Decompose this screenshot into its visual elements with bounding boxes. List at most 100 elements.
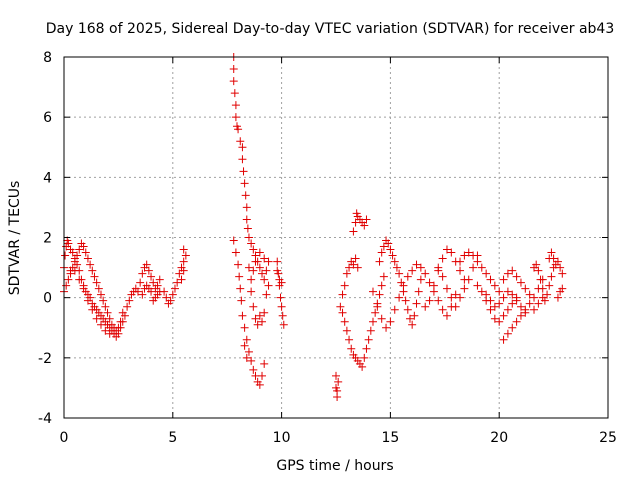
data-point [377, 314, 386, 323]
data-point [521, 305, 530, 314]
data-point [362, 215, 371, 224]
data-point [68, 248, 77, 257]
data-point [495, 287, 504, 296]
data-point [238, 155, 247, 164]
data-point [530, 293, 539, 302]
data-point [278, 311, 287, 320]
axis-ticks: 0 5 10 15 20 25 -4 -2 0 2 4 6 8 [38, 50, 617, 446]
data-point [255, 311, 264, 320]
data-point [456, 257, 465, 266]
data-point [412, 299, 421, 308]
data-point [118, 308, 127, 317]
data-point [425, 296, 434, 305]
data-point [236, 137, 245, 146]
data-point [338, 308, 347, 317]
y-tick-label: 4 [43, 170, 52, 186]
data-point [366, 326, 375, 335]
data-point [503, 305, 512, 314]
chart-title: Day 168 of 2025, Sidereal Day-to-day VTE… [46, 21, 615, 37]
data-point [96, 290, 105, 299]
data-point [442, 284, 451, 293]
data-point [70, 266, 79, 275]
data-point [558, 284, 567, 293]
data-point [516, 302, 525, 311]
data-point [386, 245, 395, 254]
data-point [99, 296, 108, 305]
data-point [368, 317, 377, 326]
data-point [438, 254, 447, 263]
data-point [473, 257, 482, 266]
data-point [242, 335, 251, 344]
data-point [88, 305, 97, 314]
data-point [410, 311, 419, 320]
data-point [75, 275, 84, 284]
x-axis-label: GPS time / hours [276, 458, 393, 474]
data-point [258, 269, 267, 278]
data-point [401, 296, 410, 305]
data-point [438, 305, 447, 314]
data-point [249, 245, 258, 254]
data-point [332, 371, 340, 380]
data-point [88, 266, 97, 275]
data-point [253, 320, 262, 329]
data-point [503, 269, 512, 278]
data-point [96, 320, 105, 329]
data-point [244, 233, 253, 242]
data-point [434, 263, 443, 272]
data-point [508, 290, 517, 299]
data-point [247, 275, 256, 284]
data-point [160, 287, 169, 296]
data-point [242, 203, 251, 212]
data-point [547, 272, 556, 281]
data-point [421, 302, 430, 311]
data-point [540, 296, 549, 305]
data-point [75, 245, 84, 254]
data-point [239, 167, 248, 176]
data-point [125, 296, 134, 305]
data-point [229, 236, 238, 245]
data-point [477, 263, 486, 272]
data-point [333, 386, 342, 395]
data-point [240, 179, 249, 188]
data-point [405, 314, 414, 323]
data-point [447, 293, 456, 302]
data-point [379, 242, 388, 251]
data-point [416, 275, 425, 284]
data-point [262, 290, 271, 299]
data-point [429, 281, 438, 290]
data-point [486, 296, 495, 305]
y-tick-label: 2 [43, 231, 52, 247]
x-tick-label: 5 [168, 430, 177, 446]
data-point [105, 329, 114, 338]
data-point [375, 257, 384, 266]
data-point [243, 224, 252, 233]
data-point [534, 266, 543, 275]
data-point [262, 266, 271, 275]
data-point [242, 215, 251, 224]
data-point [558, 269, 567, 278]
data-point [473, 281, 482, 290]
data-point [234, 260, 243, 269]
data-point [477, 287, 486, 296]
data-point [179, 266, 188, 275]
data-point [456, 293, 465, 302]
data-point [258, 317, 267, 326]
data-point [556, 263, 565, 272]
data-point [240, 323, 249, 332]
data-point [138, 269, 147, 278]
data-point [403, 305, 412, 314]
data-point [116, 317, 125, 326]
data-point [144, 266, 153, 275]
data-point [229, 77, 238, 86]
data-point [368, 287, 377, 296]
data-point [499, 275, 508, 284]
data-point [377, 248, 386, 257]
data-point [508, 299, 517, 308]
data-point [395, 269, 404, 278]
data-point [416, 263, 425, 272]
data-point [390, 305, 399, 314]
data-point [538, 284, 547, 293]
data-point [70, 257, 79, 266]
data-point [408, 266, 417, 275]
